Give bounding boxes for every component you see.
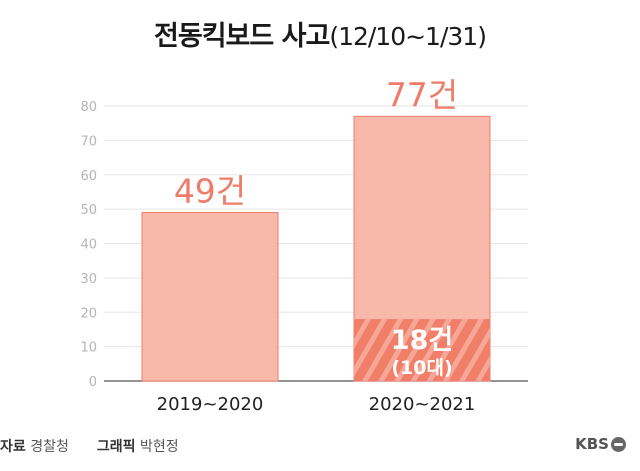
y-tick-label: 80 bbox=[80, 100, 97, 115]
x-tick-label: 2019~2020 bbox=[157, 394, 264, 415]
kbs-logo: KBS bbox=[575, 435, 626, 453]
chart-title-period: (12/10~1/31) bbox=[329, 22, 487, 51]
highlight-segment bbox=[354, 319, 490, 381]
y-tick-label: 20 bbox=[80, 306, 97, 321]
y-tick-label: 50 bbox=[80, 203, 97, 218]
y-tick-label: 40 bbox=[80, 238, 97, 253]
footer-credits: 자료 경찰청 그래픽 박현정 bbox=[0, 436, 179, 456]
x-tick-label: 2020~2021 bbox=[369, 394, 476, 415]
y-tick-label: 30 bbox=[80, 272, 97, 287]
y-tick-label: 60 bbox=[80, 169, 97, 184]
chart-title: 전동킥보드 사고(12/10~1/31) bbox=[0, 14, 640, 53]
data-label: 77건 bbox=[386, 75, 458, 114]
chart-title-main: 전동킥보드 사고 bbox=[154, 21, 330, 52]
graphic-label: 그래픽 bbox=[96, 439, 136, 455]
y-tick-label: 70 bbox=[80, 134, 97, 149]
highlight-label: 18건 bbox=[391, 325, 453, 356]
graphic-author: 박현정 bbox=[139, 439, 179, 455]
data-label: 49건 bbox=[174, 172, 246, 211]
y-tick-label: 0 bbox=[89, 375, 97, 390]
source-name: 경찰청 bbox=[30, 439, 69, 455]
bar-2019~2020 bbox=[141, 212, 279, 382]
bar-chart: 0 10 20 30 40 50 60 70 80 49건 2019~2020 77건 2020~20… bbox=[80, 75, 528, 415]
kbs-logo-text: KBS bbox=[575, 435, 609, 453]
highlight-sublabel: (10대) bbox=[391, 357, 452, 379]
kbs-logo-icon bbox=[611, 436, 626, 452]
source-label: 자료 bbox=[0, 439, 26, 455]
y-tick-label: 10 bbox=[80, 341, 97, 356]
